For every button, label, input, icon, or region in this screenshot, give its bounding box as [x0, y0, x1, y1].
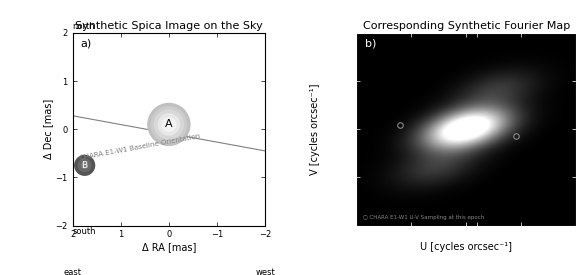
Circle shape — [161, 117, 176, 132]
Circle shape — [81, 162, 88, 169]
Text: CHARA E1-W1 Baseline Orientation: CHARA E1-W1 Baseline Orientation — [79, 133, 201, 161]
Circle shape — [153, 109, 184, 140]
Circle shape — [165, 120, 173, 128]
Text: north: north — [73, 22, 95, 31]
Circle shape — [74, 155, 95, 176]
Title: Corresponding Synthetic Fourier Map: Corresponding Synthetic Fourier Map — [363, 21, 570, 31]
Circle shape — [158, 113, 180, 136]
Title: Synthetic Spica Image on the Sky: Synthetic Spica Image on the Sky — [75, 21, 263, 31]
Circle shape — [147, 103, 191, 146]
Y-axis label: Δ Dec [mas]: Δ Dec [mas] — [43, 99, 53, 160]
Text: b): b) — [365, 39, 376, 49]
X-axis label: U [cycles orcsec⁻¹]: U [cycles orcsec⁻¹] — [420, 242, 512, 252]
Text: ○ CHARA E1-W1 U-V Sampling at this epoch: ○ CHARA E1-W1 U-V Sampling at this epoch — [363, 215, 484, 220]
Text: south: south — [73, 227, 96, 236]
Text: A: A — [165, 119, 173, 130]
Text: B: B — [82, 161, 88, 170]
Text: east: east — [64, 268, 82, 275]
X-axis label: Δ RA [mas]: Δ RA [mas] — [142, 242, 196, 252]
Text: a): a) — [81, 39, 92, 49]
Y-axis label: V [cycles orcsec⁻¹]: V [cycles orcsec⁻¹] — [310, 84, 320, 175]
Circle shape — [78, 158, 92, 172]
Text: west: west — [255, 268, 275, 275]
Circle shape — [151, 106, 188, 143]
